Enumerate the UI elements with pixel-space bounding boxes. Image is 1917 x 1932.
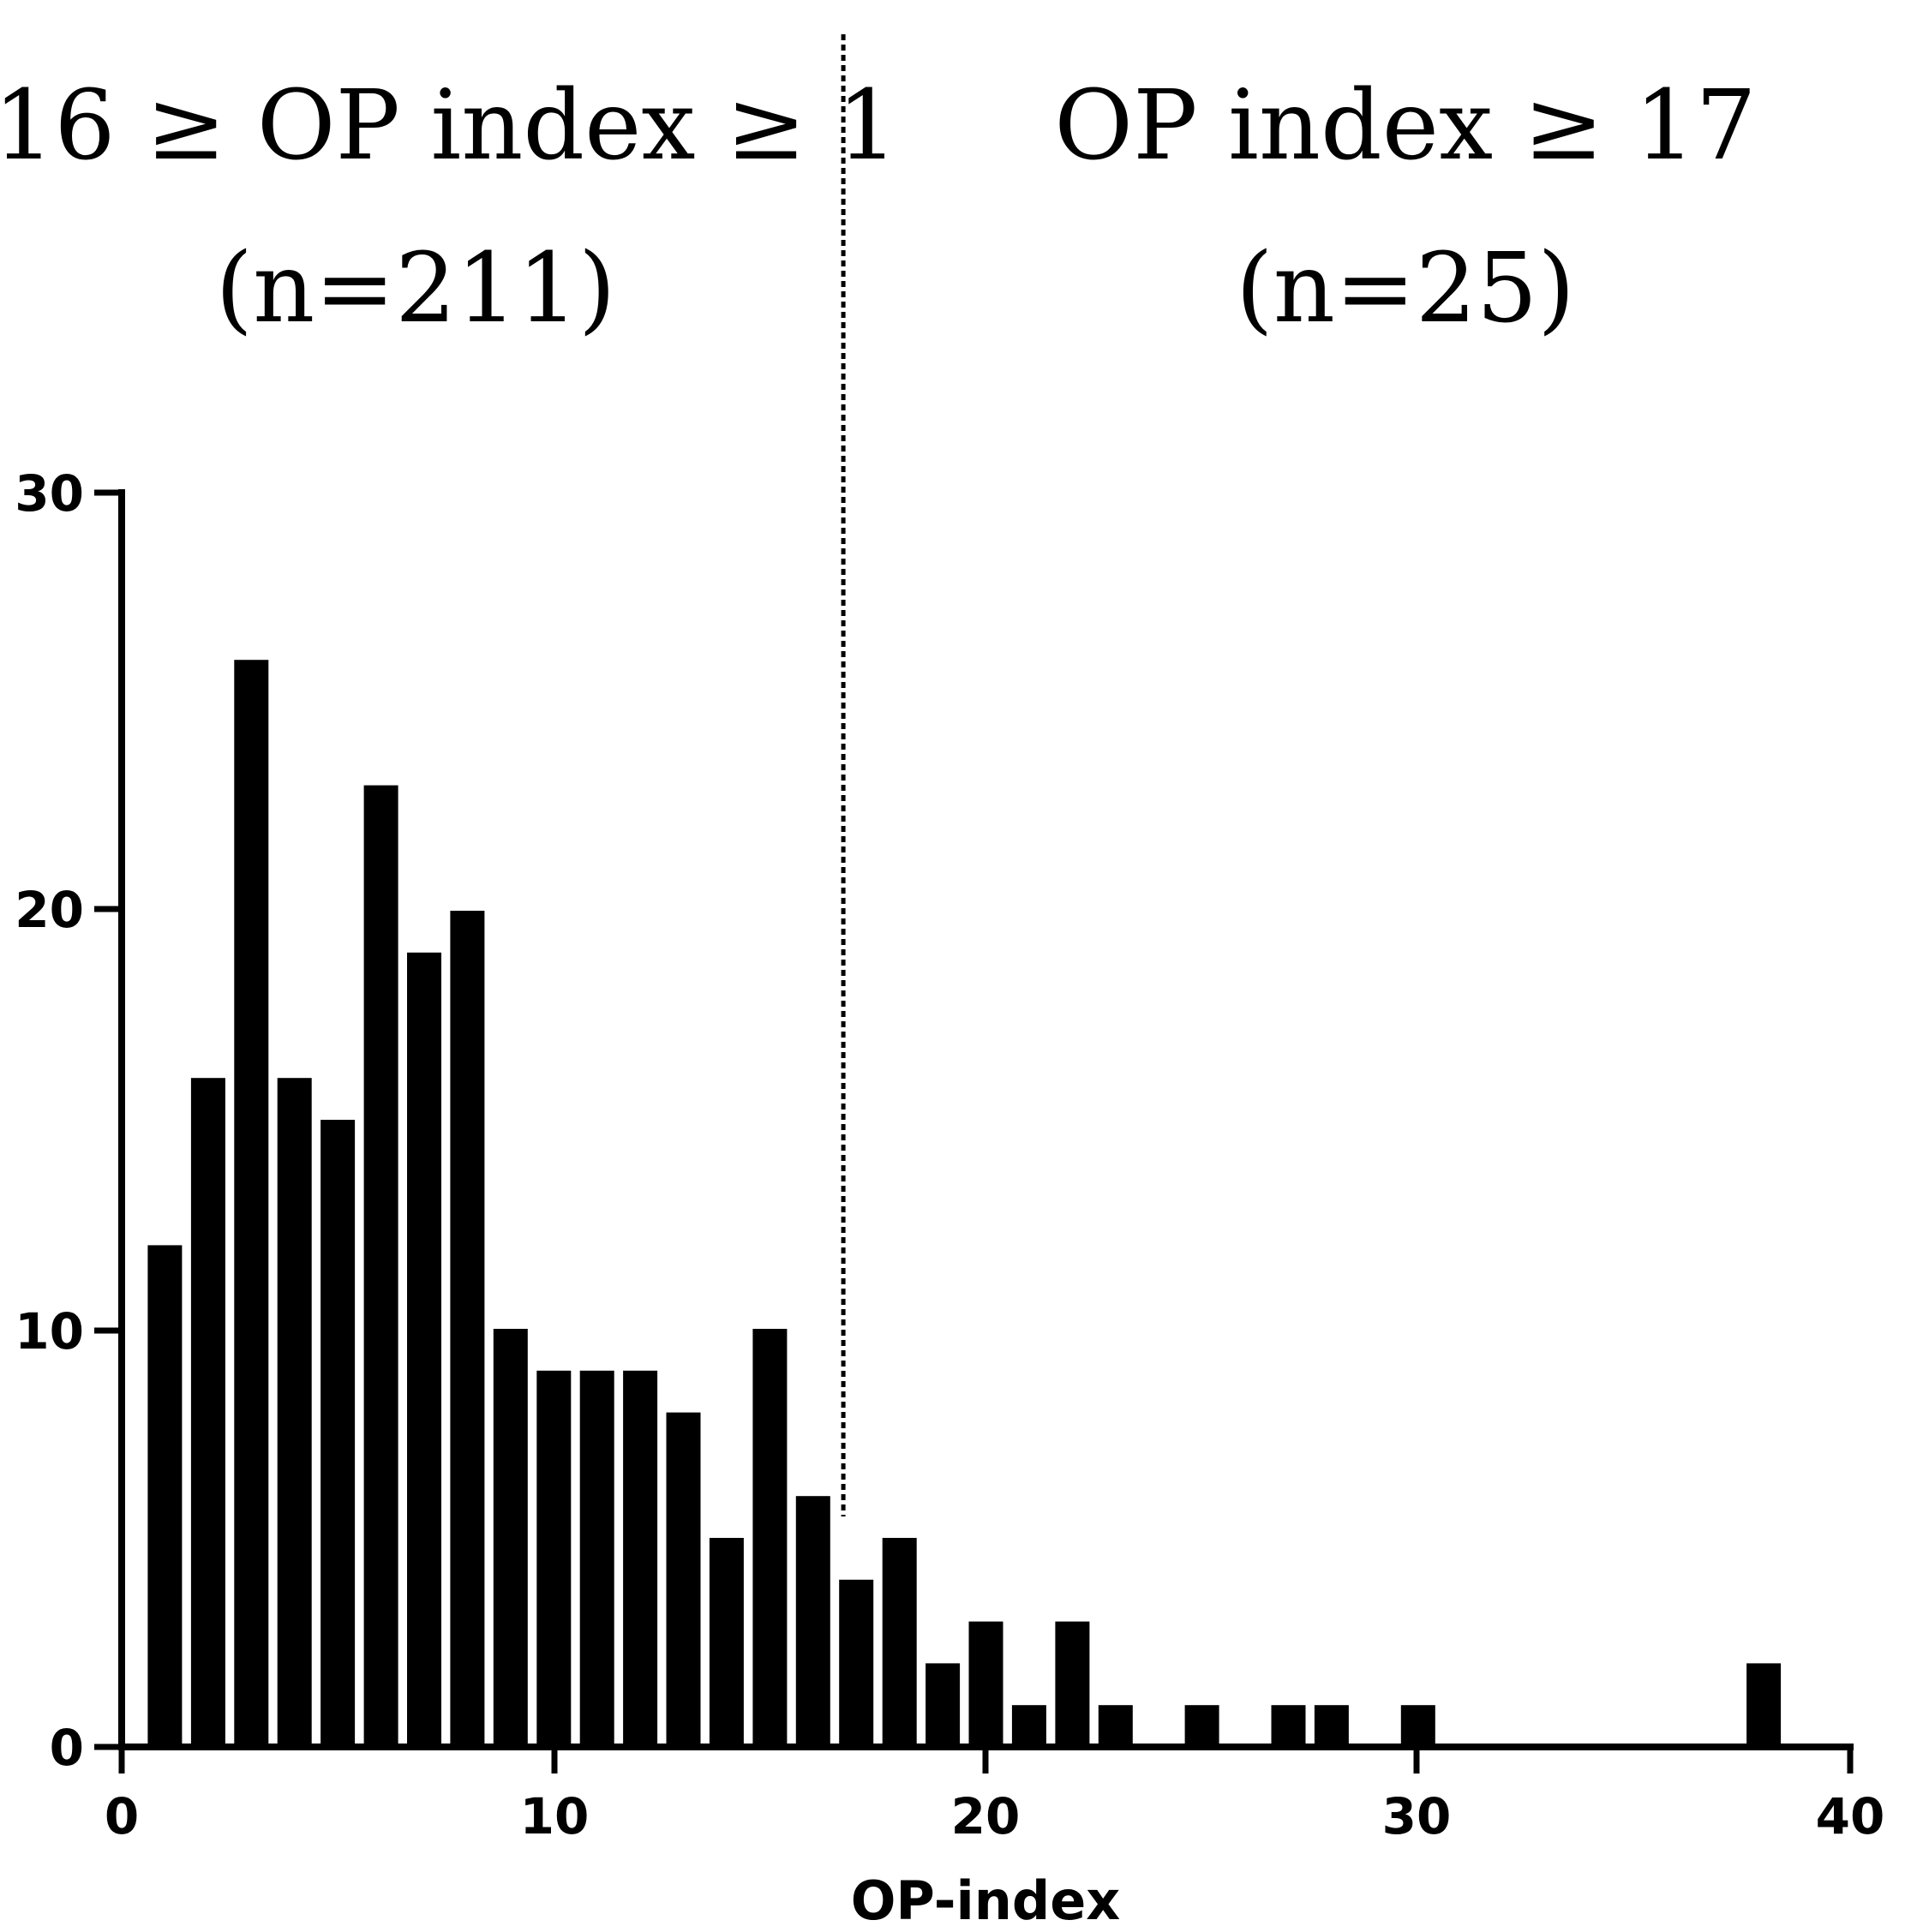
y-tick-label: 0 <box>50 1719 84 1777</box>
x-tick-label: 10 <box>520 1787 590 1845</box>
histogram-bar <box>795 1496 830 1747</box>
x-axis-title: OP-index <box>851 1869 1121 1932</box>
histogram-bar <box>1098 1705 1133 1747</box>
bars-group <box>147 660 1782 1748</box>
histogram-bar <box>623 1370 658 1747</box>
histogram-bar <box>709 1538 744 1747</box>
x-tick-label: 30 <box>1382 1787 1452 1845</box>
histogram-bar <box>752 1329 788 1747</box>
histogram-bar <box>407 952 441 1747</box>
histogram-bar <box>363 785 398 1747</box>
histogram-bar <box>1746 1663 1782 1747</box>
x-tick-label: 0 <box>105 1787 139 1845</box>
y-tick-label: 10 <box>15 1302 84 1361</box>
right-range-annotation: OP index ≥ 17 <box>1054 70 1756 182</box>
histogram-bar <box>450 911 485 1747</box>
histogram-bar <box>277 1078 312 1747</box>
histogram-bar <box>536 1370 572 1747</box>
histogram-bar <box>1271 1705 1306 1747</box>
histogram-bar <box>234 660 269 1748</box>
histogram-bar <box>1400 1705 1435 1747</box>
histogram-bar <box>493 1329 528 1747</box>
histogram-bar <box>968 1621 1003 1747</box>
histogram-bar <box>1184 1705 1219 1747</box>
histogram-bar <box>666 1412 701 1747</box>
histogram-bar <box>190 1078 225 1747</box>
left-count-annotation: (n=211) <box>215 233 615 344</box>
histogram-bar <box>926 1663 961 1747</box>
histogram-bar <box>320 1120 356 1747</box>
histogram-bar <box>1011 1705 1046 1747</box>
y-tick-label: 20 <box>15 881 84 939</box>
y-tick-label: 30 <box>15 464 84 523</box>
left-range-annotation: 16 ≥ OP index ≥ 1 <box>0 70 898 182</box>
right-count-annotation: (n=25) <box>1236 233 1575 344</box>
x-tick-label: 20 <box>951 1787 1021 1845</box>
histogram-bar <box>882 1538 917 1747</box>
histogram-bar <box>839 1579 874 1747</box>
histogram-bar <box>1314 1705 1349 1747</box>
histogram-bar <box>147 1245 183 1747</box>
histogram-bar <box>579 1370 614 1747</box>
histogram-bar <box>1055 1621 1090 1747</box>
y-axis: 0 10 20 30 <box>15 464 122 1777</box>
x-axis: 0 10 20 30 40 <box>105 1747 1885 1845</box>
x-tick-label: 40 <box>1816 1787 1885 1845</box>
